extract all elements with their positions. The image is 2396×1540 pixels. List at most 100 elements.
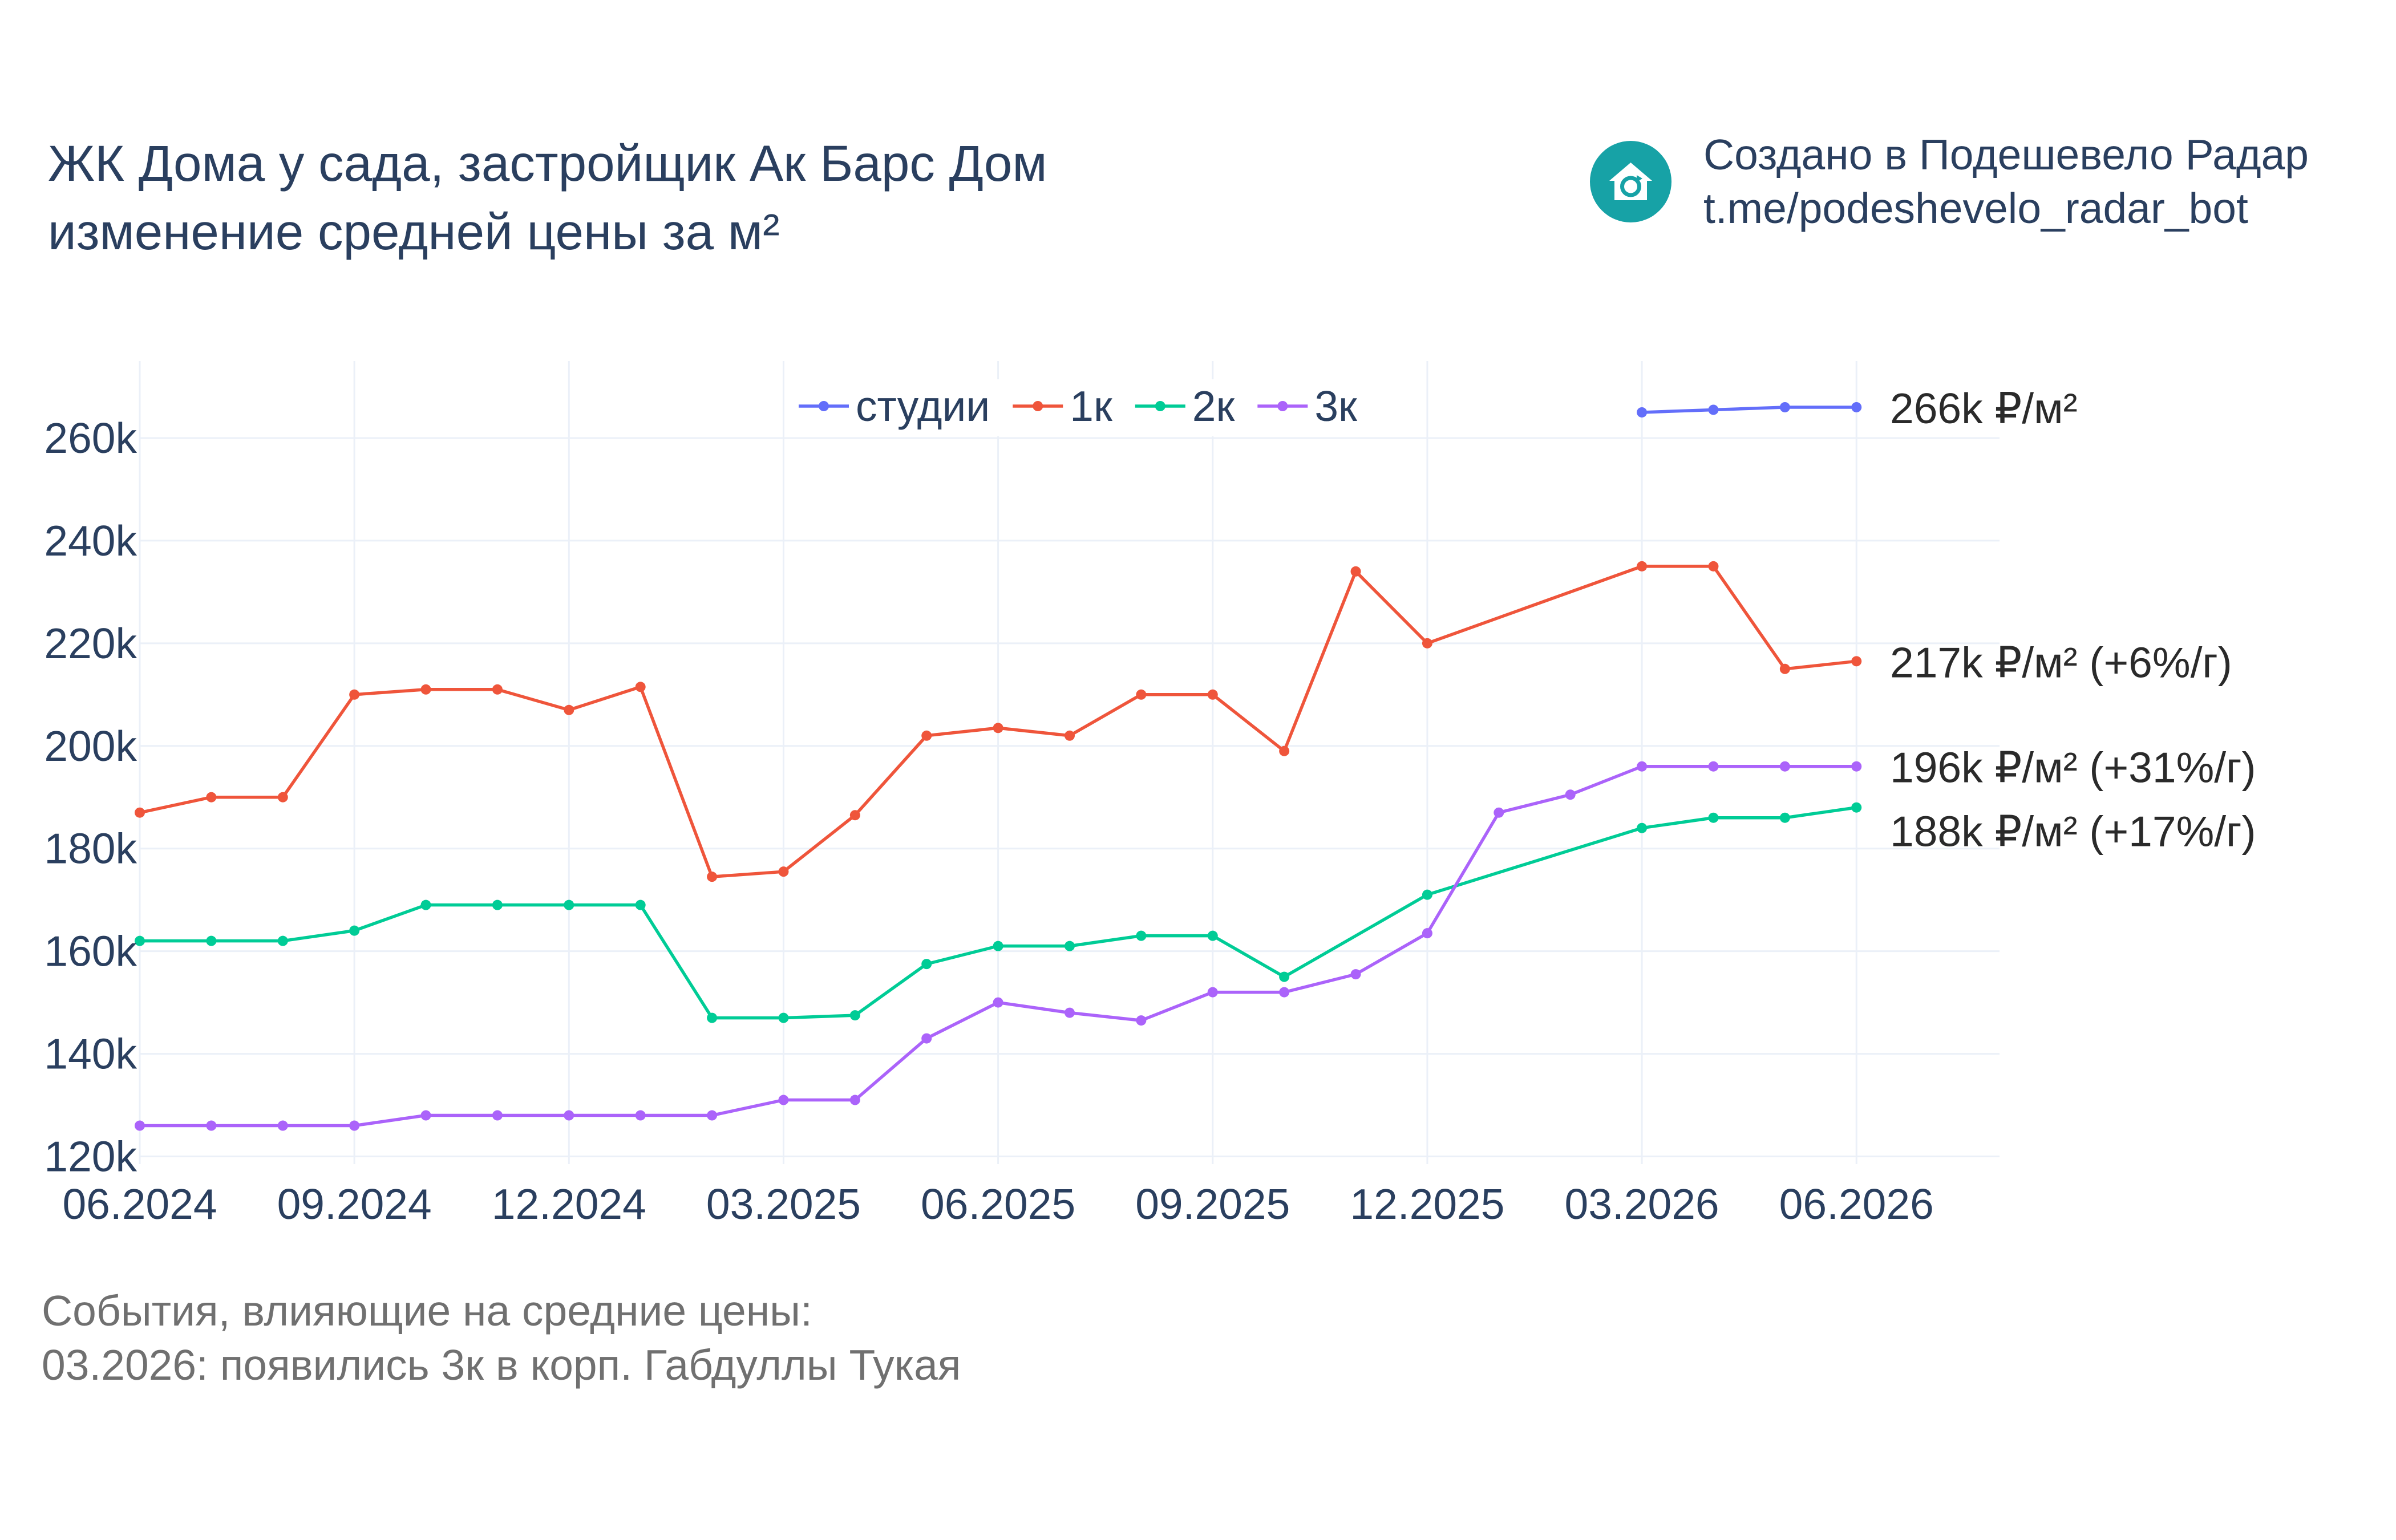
data-point — [1851, 402, 1862, 412]
data-point — [492, 899, 503, 910]
data-point — [1279, 987, 1290, 998]
data-point — [778, 866, 789, 877]
data-point — [1779, 761, 1790, 772]
x-tick-label: 12.2024 — [492, 1180, 646, 1228]
y-tick-label: 240k — [44, 517, 137, 565]
end-label: 188k ₽/м² (+17%/г) — [1890, 808, 2256, 856]
data-point — [135, 935, 145, 946]
end-label: 217k ₽/м² (+6%/г) — [1890, 638, 2232, 686]
end-label: 266k ₽/м² — [1890, 384, 2078, 432]
data-point — [1851, 656, 1862, 667]
legend-swatch-dot — [1155, 401, 1165, 411]
x-tick-label: 09.2025 — [1135, 1180, 1290, 1228]
data-point — [1494, 807, 1504, 818]
y-tick-label: 220k — [44, 619, 137, 667]
series-студии — [1637, 402, 1862, 418]
data-point — [849, 1095, 860, 1105]
data-point — [707, 1012, 718, 1023]
data-point — [277, 1120, 288, 1131]
data-point — [1422, 889, 1432, 900]
axis-labels: 06.2024 09.2024 12.2024 03.2025 06.2025 09.20… — [44, 414, 1933, 1228]
data-point — [1779, 402, 1790, 412]
legend-item[interactable]: 3к — [1257, 382, 1358, 430]
data-point — [1350, 566, 1361, 577]
data-point — [135, 1120, 145, 1131]
logo-refresh-ring — [1620, 176, 1641, 197]
data-point — [1279, 745, 1290, 756]
data-point — [1207, 689, 1218, 700]
x-tick-label: 06.2025 — [921, 1180, 1075, 1228]
data-point — [778, 1095, 789, 1105]
data-point — [277, 792, 288, 803]
data-point — [1065, 941, 1075, 951]
y-tick-label: 260k — [44, 414, 137, 462]
legend-label: 2к — [1192, 382, 1236, 430]
logo-refresh-arrow — [1637, 175, 1642, 182]
legend-item[interactable]: студии — [799, 382, 990, 430]
credit-bot-link[interactable]: t.me/podeshevelo_radar_bot — [1703, 184, 2248, 232]
data-point — [564, 1110, 574, 1121]
data-point — [1708, 812, 1719, 823]
legend-item[interactable]: 2к — [1135, 382, 1236, 430]
data-point — [921, 730, 932, 741]
data-point — [492, 1110, 503, 1121]
data-point — [564, 704, 574, 715]
series-line — [1641, 406, 1857, 414]
data-point — [1565, 789, 1576, 800]
end-labels: 266k ₽/м² 217k ₽/м² (+6%/г) 188k ₽/м² (+17… — [1890, 384, 2256, 856]
series-line — [140, 805, 1857, 1020]
data-point — [1136, 1015, 1147, 1026]
data-point — [1422, 638, 1432, 649]
data-point — [1637, 761, 1648, 772]
data-point — [921, 1033, 932, 1044]
legend-swatch-dot — [819, 401, 829, 411]
data-point — [135, 807, 145, 818]
chart-title-line-2: изменение средней цены за м² — [48, 203, 780, 260]
data-point — [1637, 822, 1648, 833]
series-1к — [135, 561, 1862, 882]
data-point — [206, 792, 217, 803]
series-2к — [135, 802, 1862, 1023]
data-point — [849, 1010, 860, 1021]
data-point — [420, 899, 431, 910]
legend-background — [784, 379, 1355, 436]
data-point — [1136, 689, 1147, 700]
y-tick-label: 200k — [44, 722, 137, 770]
data-point — [635, 899, 646, 910]
legend-label: 1к — [1070, 382, 1113, 430]
x-tick-label: 03.2026 — [1565, 1180, 1719, 1228]
data-point — [420, 1110, 431, 1121]
x-tick-label: 12.2025 — [1350, 1180, 1504, 1228]
data-point — [1065, 730, 1075, 741]
data-point — [1708, 761, 1719, 772]
data-point — [1851, 802, 1862, 813]
logo-house — [1609, 163, 1652, 200]
data-point — [993, 997, 1003, 1008]
end-label: 196k ₽/м² (+31%/г) — [1890, 744, 2256, 792]
data-point — [420, 684, 431, 695]
house-refresh-icon — [1590, 141, 1671, 222]
data-point — [1350, 969, 1361, 980]
grid-lines — [139, 361, 2000, 1164]
legend-swatch-dot — [1277, 401, 1288, 411]
data-point — [1136, 930, 1147, 941]
data-point — [1708, 404, 1719, 415]
x-tick-label: 03.2025 — [706, 1180, 861, 1228]
data-point — [492, 684, 503, 695]
data-point — [849, 810, 860, 821]
data-point — [1637, 561, 1648, 572]
data-point — [707, 872, 718, 882]
series-layer — [135, 402, 1862, 1131]
data-point — [1779, 663, 1790, 674]
series-3к — [135, 761, 1862, 1131]
legend-item[interactable]: 1к — [1013, 382, 1113, 430]
x-tick-label: 06.2026 — [1779, 1180, 1934, 1228]
data-point — [635, 1110, 646, 1121]
x-tick-label: 09.2024 — [277, 1180, 432, 1228]
data-point — [1207, 930, 1218, 941]
y-tick-label: 120k — [44, 1133, 137, 1181]
y-tick-label: 160k — [44, 927, 137, 975]
data-point — [778, 1012, 789, 1023]
data-point — [206, 1120, 217, 1131]
data-point — [349, 689, 360, 700]
